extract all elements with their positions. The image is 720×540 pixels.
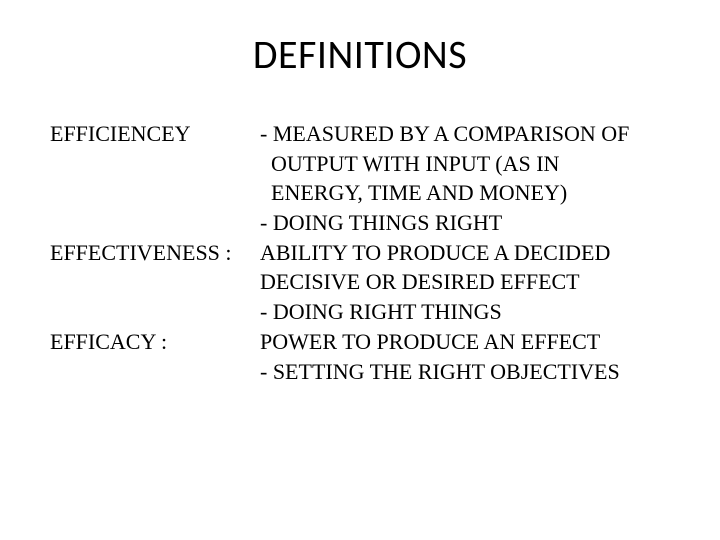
term-label: EFFICIENCEY [50, 119, 260, 149]
definition-text: ENERGY, TIME AND MONEY) [260, 178, 680, 208]
term-label: EFFICACY : [50, 327, 260, 357]
page-title: DEFINITIONS [40, 30, 680, 79]
definition-row: OUTPUT WITH INPUT (AS IN [50, 149, 680, 179]
definition-text: POWER TO PRODUCE AN EFFECT [260, 327, 680, 357]
definition-row: EFFICACY : POWER TO PRODUCE AN EFFECT [50, 327, 680, 357]
term-label: EFFECTIVENESS : [50, 238, 260, 268]
definition-text: - SETTING THE RIGHT OBJECTIVES [260, 357, 680, 387]
term-label [50, 267, 260, 297]
definition-text: ABILITY TO PRODUCE A DECIDED [260, 238, 680, 268]
term-label [50, 357, 260, 387]
definitions-list: EFFICIENCEY - MEASURED BY A COMPARISON O… [40, 119, 680, 386]
term-label [50, 149, 260, 179]
definition-row: - SETTING THE RIGHT OBJECTIVES [50, 357, 680, 387]
definition-text: DECISIVE OR DESIRED EFFECT [260, 267, 680, 297]
term-label [50, 208, 260, 238]
definition-row: - DOING THINGS RIGHT [50, 208, 680, 238]
definition-row: - DOING RIGHT THINGS [50, 297, 680, 327]
definition-text: OUTPUT WITH INPUT (AS IN [260, 149, 680, 179]
definition-row: EFFICIENCEY - MEASURED BY A COMPARISON O… [50, 119, 680, 149]
definition-row: EFFECTIVENESS : ABILITY TO PRODUCE A DEC… [50, 238, 680, 268]
term-label [50, 178, 260, 208]
definition-text: - DOING RIGHT THINGS [260, 297, 680, 327]
definition-row: ENERGY, TIME AND MONEY) [50, 178, 680, 208]
definition-text: - MEASURED BY A COMPARISON OF [260, 119, 680, 149]
term-label [50, 297, 260, 327]
definition-row: DECISIVE OR DESIRED EFFECT [50, 267, 680, 297]
definition-text: - DOING THINGS RIGHT [260, 208, 680, 238]
